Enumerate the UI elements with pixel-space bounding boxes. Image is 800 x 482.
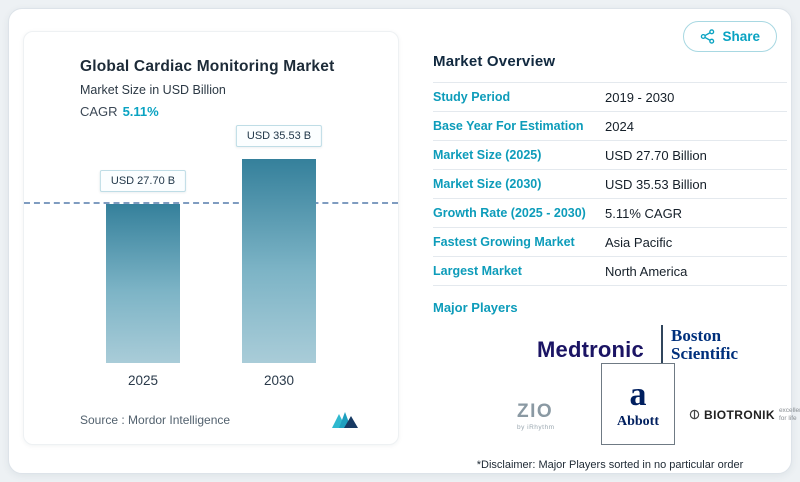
abbott-a-icon: a [629,376,647,413]
row-label: Base Year For Estimation [433,119,584,133]
table-row: Market Size (2030) USD 35.53 Billion [433,170,787,199]
bar-chart-plot: USD 27.70 B USD 35.53 B [24,125,398,363]
medtronic-logo: Medtronic [537,337,644,362]
chart-panel: Global Cardiac Monitoring Market Market … [23,31,399,445]
abbott-logo-text: Abbott [616,414,659,429]
share-button[interactable]: Share [683,21,777,52]
bar [242,159,316,363]
row-label: Market Size (2025) [433,148,542,162]
zio-logo: ZIO by iRhythm [517,401,555,431]
boston-logo-line1: Boston [671,326,722,345]
bar-chart-x-labels: 2025 2030 [24,373,398,388]
table-row: Base Year For Estimation 2024 [433,112,787,141]
table-row: Study Period 2019 - 2030 [433,83,787,112]
row-value: 2024 [605,118,634,134]
row-label: Market Size (2030) [433,177,542,191]
zio-logo-text: ZIO [517,401,554,422]
biotronik-logo: BIOTRONIK excellence for life [689,407,800,423]
logo-divider [661,325,663,373]
zio-logo-subtext: by iRhythm [517,424,555,431]
chart-title: Global Cardiac Monitoring Market [80,58,335,75]
row-value: Asia Pacific [605,234,673,250]
biotronik-tagline: excellence for life [778,407,800,422]
cagr-value: 5.11% [122,104,159,119]
disclaimer-text: *Disclaimer: Major Players sorted in no … [476,459,744,471]
bar-value-label: USD 35.53 B [235,125,323,147]
table-row: Growth Rate (2025 - 2030) 5.11% CAGR [433,199,787,228]
row-value: USD 27.70 Billion [605,147,707,163]
boston-logo-line2: Scientific [671,343,739,363]
row-value: 2019 - 2030 [605,89,675,105]
boston-scientific-logo: Boston Scientific [671,327,738,363]
share-button-label: Share [722,29,760,44]
bar-value-label: USD 27.70 B [99,170,187,192]
row-label: Growth Rate (2025 - 2030) [433,206,586,220]
row-value: 5.11% CAGR [605,205,683,221]
biotronik-logo-text: BIOTRONIK [704,407,775,422]
bar-chart: USD 27.70 B USD 35.53 B 2025 2030 [24,125,398,388]
table-row: Fastest Growing Market Asia Pacific [433,228,787,257]
major-players-label: Major Players [433,300,518,315]
row-label: Study Period [433,90,511,104]
row-value: North America [605,263,688,279]
bar [106,204,180,363]
chart-subtitle: Market Size in USD Billion [80,83,226,97]
overview-table: Study Period 2019 - 2030 Base Year For E… [433,82,787,286]
row-label: Fastest Growing Market [433,235,575,249]
source-row: Source : Mordor Intelligence [80,412,358,428]
row-value: USD 35.53 Billion [605,176,707,192]
chart-header: Global Cardiac Monitoring Market Market … [80,58,378,119]
table-row: Market Size (2025) USD 27.70 Billion [433,141,787,170]
share-icon [700,29,715,44]
overview-panel: Market Overview Study Period 2019 - 2030… [433,53,800,471]
bar-x-label: 2025 [127,373,159,388]
abbott-logo: a Abbott [601,363,675,445]
row-label: Largest Market [433,264,522,278]
bar-x-label: 2030 [263,373,295,388]
bar-group: USD 35.53 B [235,125,323,363]
bar-group: USD 27.70 B [99,170,187,363]
main-card: Share Global Cardiac Monitoring Market M… [8,8,800,474]
mordor-intelligence-logo-icon [332,412,358,428]
source-text: Source : Mordor Intelligence [80,413,231,427]
table-row: Largest Market North America [433,257,787,286]
biotronik-mark-icon [689,409,700,420]
major-players-logos: Medtronic Boston Scientific ZIO by iRhyt… [433,321,800,453]
cagr-label: CAGR [80,104,118,119]
overview-title: Market Overview [433,53,556,70]
reference-dashed-line [24,202,398,204]
cagr-row: CAGR 5.11% [80,104,378,119]
